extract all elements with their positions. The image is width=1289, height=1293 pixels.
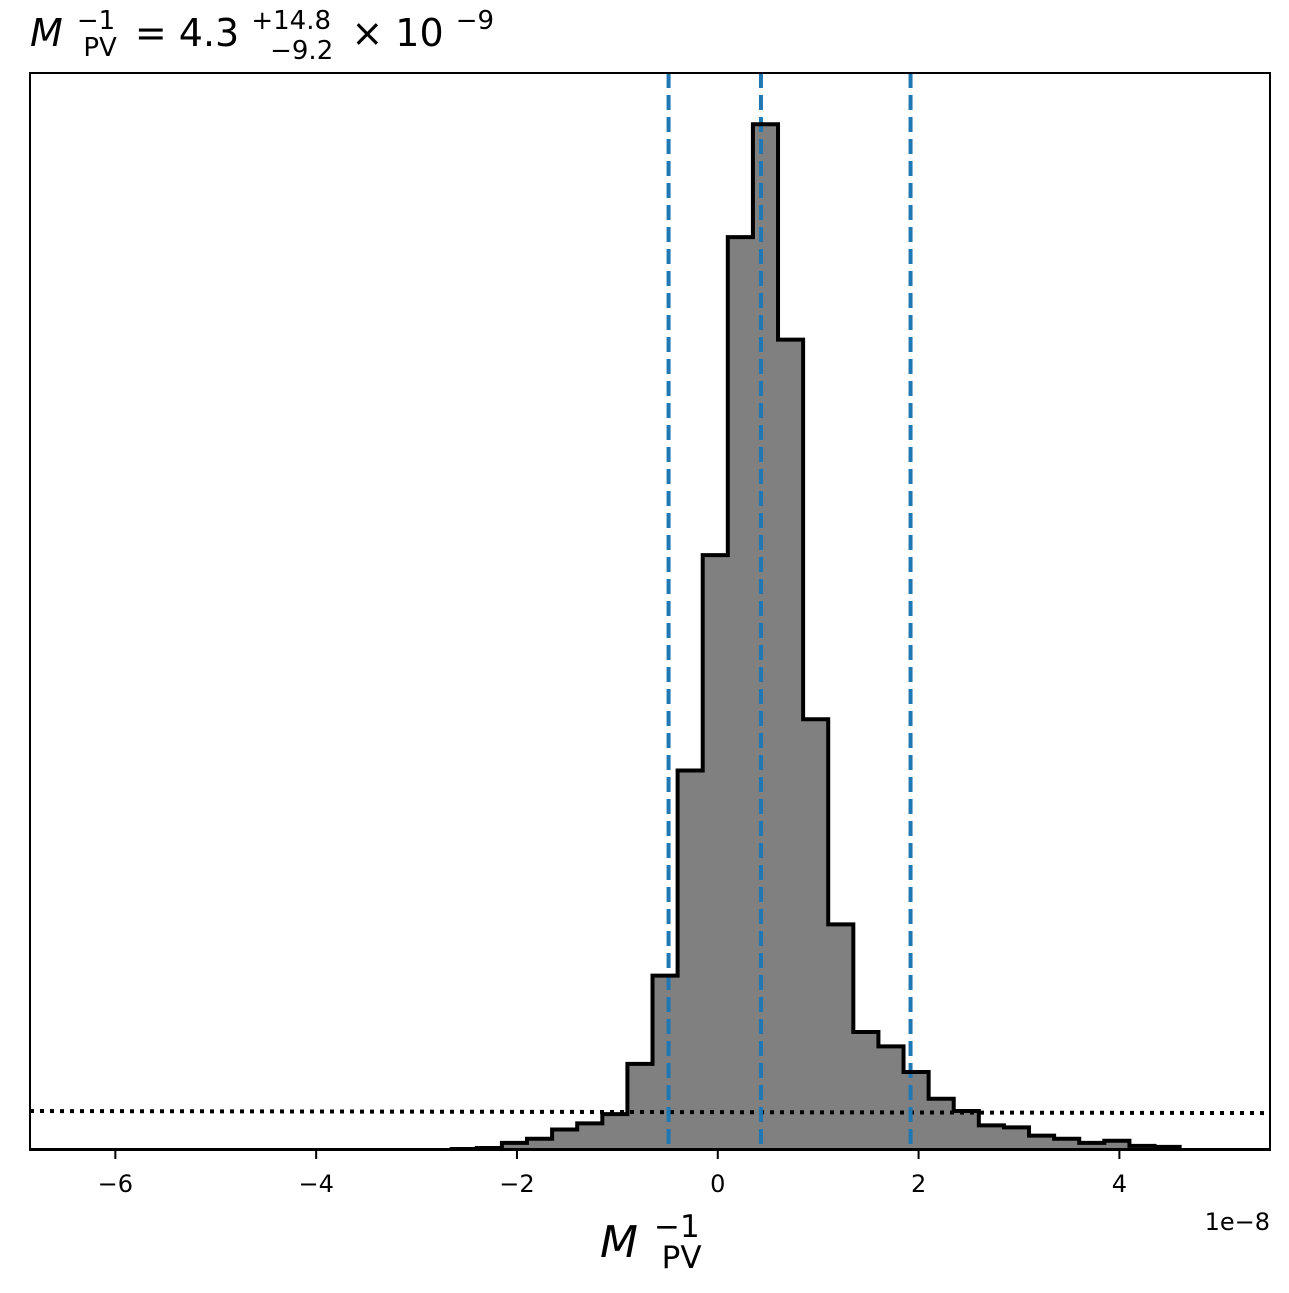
histogram-bar — [527, 1138, 553, 1150]
x-axis-ticks: −6 −4 −2 0 2 4 — [98, 1150, 1127, 1198]
histogram-bar — [727, 237, 753, 1150]
histogram-bar — [928, 1098, 954, 1150]
histogram-bar — [602, 1114, 628, 1150]
histogram-bar — [677, 770, 703, 1150]
title-symbol-sub: PV — [83, 33, 117, 63]
histogram-bar — [652, 975, 678, 1150]
title-times: × 10 — [351, 11, 443, 55]
histogram-bar — [1129, 1145, 1155, 1150]
histogram-bar — [702, 555, 728, 1150]
histogram-bars — [451, 124, 1180, 1150]
plot-area — [30, 73, 1270, 1150]
title-symbol-sup: −1 — [77, 6, 115, 36]
x-axis-label: M −1 PV — [600, 1197, 714, 1276]
histogram-bar — [577, 1123, 603, 1150]
histogram-bar — [1079, 1142, 1105, 1150]
prior-dotted-line — [30, 1109, 1270, 1116]
histogram-bar — [803, 719, 829, 1150]
histogram-bar — [903, 1072, 929, 1150]
title-err-minus: −9.2 — [270, 36, 333, 66]
histogram-bar — [828, 924, 854, 1150]
x-tick-label: −6 — [98, 1170, 133, 1198]
x-tick-label: 0 — [710, 1170, 725, 1198]
chart-title: M −1 PV = 4.3 +14.8 −9.2 × 10 −9 — [30, 0, 494, 68]
histogram-outline — [449, 122, 1182, 1150]
x-tick-label: 2 — [911, 1170, 926, 1198]
histogram-bar — [778, 339, 804, 1150]
xlabel-sup: −1 — [654, 1209, 700, 1245]
histogram-bar — [953, 1111, 979, 1150]
histogram-bar — [1104, 1140, 1130, 1150]
title-err-plus: +14.8 — [251, 6, 331, 36]
histogram-bar — [752, 124, 779, 1150]
title-symbol: M — [30, 11, 63, 55]
axes-frame — [29, 72, 1271, 1151]
x-tick-label: −2 — [499, 1170, 534, 1198]
histogram-bar — [978, 1125, 1004, 1150]
x-axis-offset-text: 1e−8 — [1205, 1208, 1270, 1236]
histogram-bar — [878, 1046, 904, 1150]
title-exponent: −9 — [456, 6, 494, 36]
histogram-bar — [627, 1063, 653, 1150]
histogram-bar — [1003, 1127, 1030, 1150]
histogram-bar — [853, 1032, 879, 1150]
title-median: 4.3 — [179, 11, 239, 55]
histogram-bar — [1054, 1138, 1080, 1150]
histogram-bar — [501, 1142, 528, 1150]
xlabel-symbol: M — [600, 1217, 638, 1268]
x-tick-label: −4 — [298, 1170, 333, 1198]
quantile-lines — [666, 73, 913, 1150]
histogram-bar — [1029, 1135, 1055, 1150]
histogram-bar — [552, 1129, 578, 1150]
x-tick-label: 4 — [1112, 1170, 1127, 1198]
title-equals: = — [135, 11, 179, 55]
xlabel-sub: PV — [662, 1240, 702, 1276]
